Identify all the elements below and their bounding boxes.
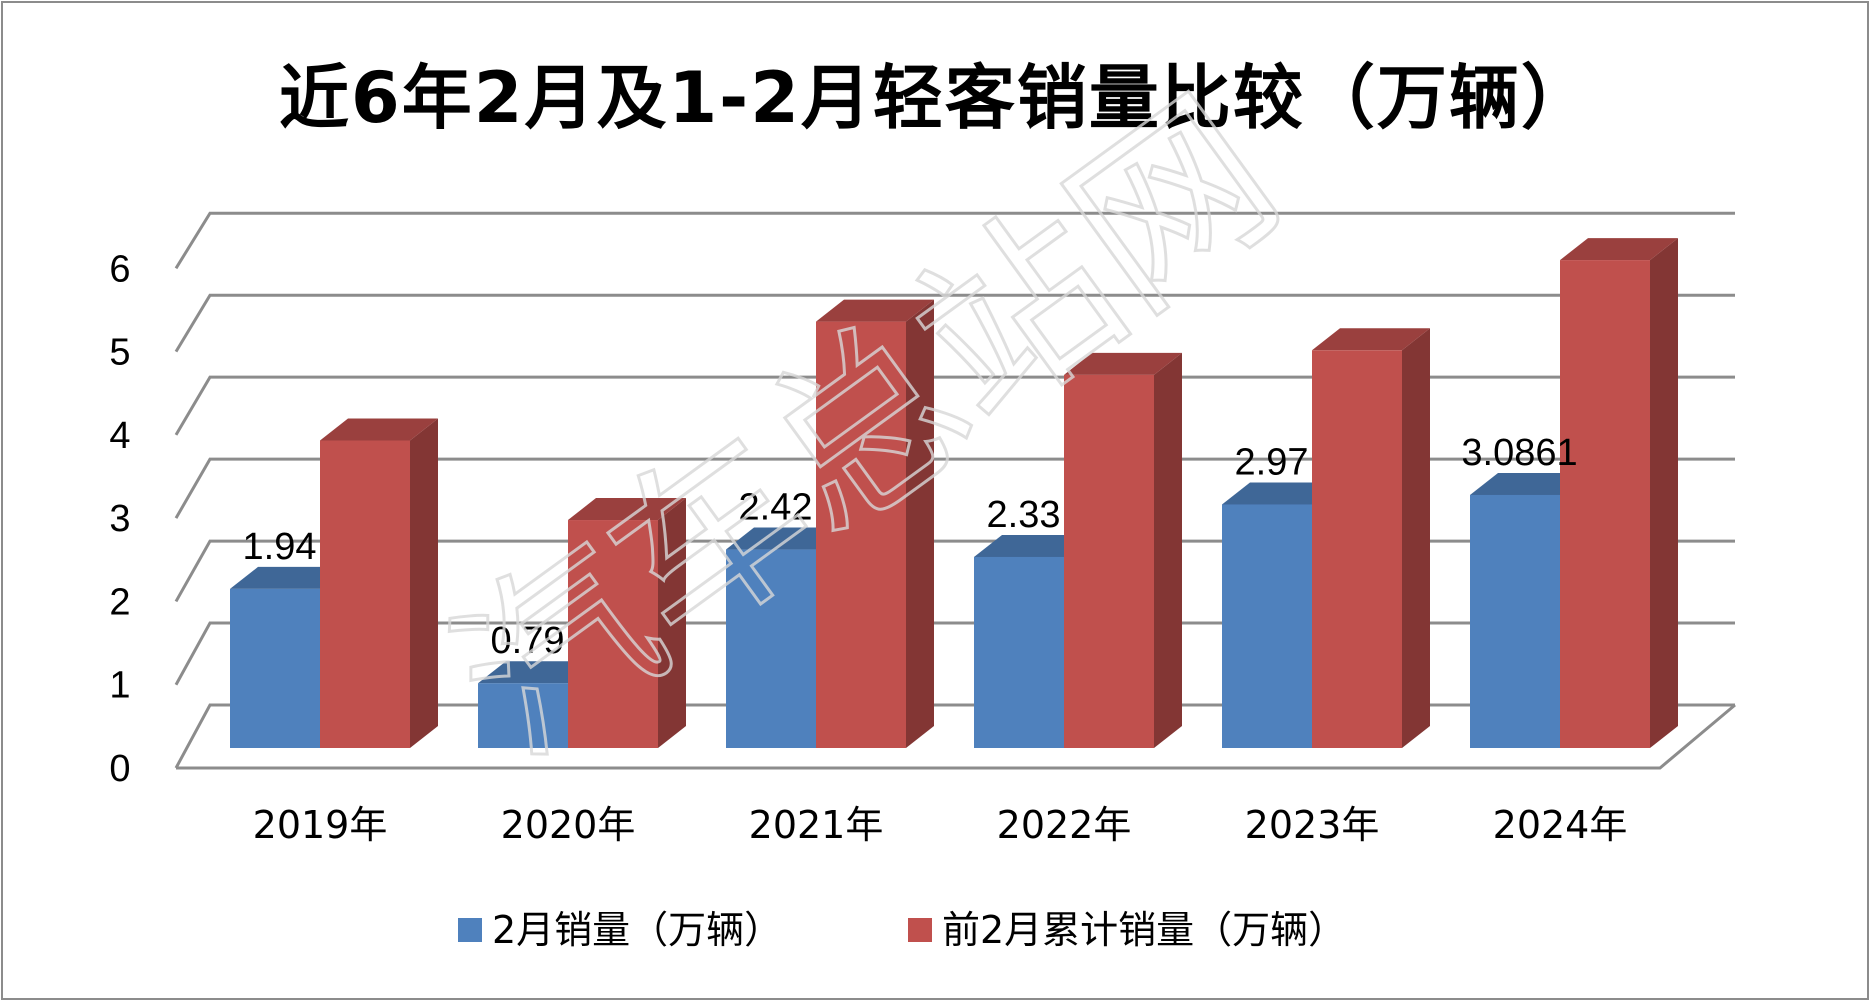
bar-side [658,498,686,748]
bar-top [974,534,1092,557]
legend-label: 2月销量（万辆） [492,908,782,952]
gridline [174,211,1735,270]
x-tick-label: 2019年 [253,803,388,847]
bar [816,321,906,748]
bar-top [478,661,596,684]
data-label: 3.0861 [1461,432,1577,474]
x-tick-label: 2020年 [501,803,636,847]
bar [726,549,816,748]
bar-top [568,498,686,521]
bar [1064,374,1154,748]
bar-side [1650,238,1678,748]
gridline [174,457,1735,519]
bar-top [1470,472,1588,495]
bar-top [1222,482,1340,505]
bar-side [410,418,438,748]
bar-top [320,418,438,441]
legend: 2月销量（万辆） 前2月累计销量（万辆） [458,908,1346,952]
x-tick-label: 2021年 [749,803,884,847]
bar-top [1560,238,1678,261]
data-label: 0.79 [491,620,565,662]
y-tick-label: 5 [109,332,130,374]
bar [230,588,320,748]
x-tick-label: 2022年 [997,803,1132,847]
chart-title: 近6年2月及1-2月轻客销量比较（万辆） [279,57,1593,139]
data-label: 2.33 [987,494,1061,536]
bar [478,683,568,748]
bar-group [230,238,1678,748]
legend-swatch [458,918,482,942]
bar-top [1312,328,1430,351]
gridline [174,375,1735,436]
bar-side [906,299,934,748]
bar [568,520,658,748]
bar [1222,504,1312,748]
floor-edge [176,703,1736,770]
label-group: 0 1 2 3 4 5 6 2019年 1.94 2020年 0.79 2021年 2.42 2022年 2… [109,248,1627,847]
bar [1470,494,1560,748]
data-label: 2.42 [739,487,813,529]
legend-label: 前2月累计销量（万辆） [942,908,1346,952]
bar [1560,260,1650,748]
y-tick-label: 2 [109,581,130,623]
gridline [174,293,1735,353]
bar-top [230,566,348,589]
y-tick-label: 0 [109,748,130,790]
bar [1312,350,1402,748]
data-label: 1.94 [243,526,317,568]
bar-top [1064,352,1182,375]
x-tick-label: 2024年 [1493,803,1628,847]
y-tick-label: 3 [109,498,130,540]
bar-side [1402,328,1430,748]
bar-top [726,527,844,550]
bar-top [816,299,934,322]
x-tick-label: 2023年 [1245,803,1380,847]
legend-swatch [908,918,932,942]
y-tick-label: 1 [109,665,130,707]
bar [320,440,410,748]
y-tick-label: 6 [109,248,130,290]
y-tick-label: 4 [109,415,130,457]
bar [974,556,1064,748]
bar-side [1154,352,1182,748]
data-label: 2.97 [1235,441,1309,483]
